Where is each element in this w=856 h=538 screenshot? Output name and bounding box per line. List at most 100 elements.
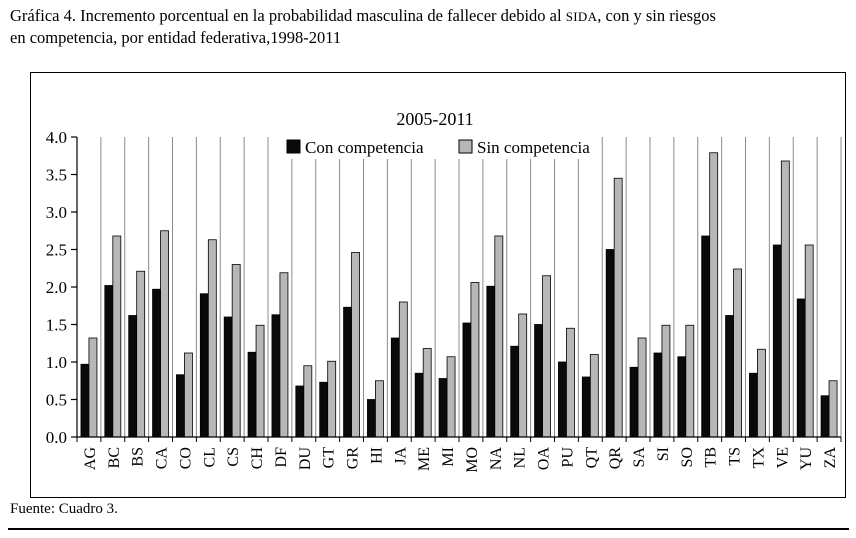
- bar-ME-con: [414, 372, 424, 438]
- bar-MO-sin: [470, 282, 480, 438]
- bar-SA-sin: [637, 337, 647, 438]
- bar-TB-sin: [709, 152, 719, 438]
- x-category-label: MI: [440, 447, 457, 467]
- x-category-label: OA: [536, 447, 553, 471]
- bar-BS-sin: [136, 270, 146, 438]
- bar-TS-con: [725, 315, 734, 438]
- x-category-label: DF: [273, 447, 290, 468]
- bar-JA-con: [390, 337, 400, 438]
- bar-CH-con: [247, 351, 257, 438]
- y-tick-label: 4.0: [46, 128, 67, 147]
- legend-label-0: Con competencia: [305, 138, 424, 157]
- bar-CA-sin: [160, 230, 169, 438]
- x-category-label: SI: [655, 447, 672, 461]
- x-category-label: DU: [297, 447, 314, 471]
- x-category-label: TX: [750, 447, 767, 469]
- bar-OA-sin: [542, 275, 551, 438]
- chart-title: 2005-2011: [396, 109, 473, 129]
- source-note: Fuente: Cuadro 3.: [10, 501, 118, 517]
- bar-CS-con: [223, 316, 233, 438]
- bar-TX-con: [749, 372, 758, 438]
- x-category-label: JA: [392, 447, 409, 465]
- bar-QT-sin: [589, 354, 599, 438]
- bar-ZA-sin: [828, 380, 838, 438]
- bar-TS-sin: [733, 268, 742, 438]
- bar-QR-con: [605, 249, 615, 438]
- x-category-label: CO: [177, 447, 194, 469]
- bar-QT-con: [581, 376, 591, 438]
- bar-OA-con: [534, 324, 543, 438]
- legend-swatch-0: [286, 139, 301, 154]
- x-category-label: TS: [727, 447, 744, 466]
- x-category-label: ME: [416, 447, 433, 471]
- bar-MI-sin: [446, 356, 456, 438]
- y-tick-label: 0.0: [46, 428, 67, 447]
- x-category-label: CH: [249, 447, 266, 470]
- x-category-label: YU: [798, 447, 815, 471]
- x-category-label: GT: [321, 447, 338, 469]
- figure-caption-line2: en competencia, por entidad federativa,1…: [10, 28, 342, 47]
- bar-SI-sin: [661, 324, 671, 438]
- x-category-label: NA: [488, 447, 505, 471]
- legend-background: [277, 134, 597, 159]
- bar-GR-con: [343, 306, 352, 438]
- x-category-label: QT: [583, 447, 600, 469]
- x-category-label: BC: [106, 447, 123, 468]
- bar-QR-sin: [613, 177, 623, 438]
- caption-text-post: , con y sin riesgos: [597, 6, 716, 25]
- bar-ME-sin: [422, 348, 432, 438]
- y-tick-label: 3.0: [46, 203, 67, 222]
- bar-YU-sin: [804, 244, 814, 438]
- bar-HI-con: [367, 399, 376, 438]
- bar-DU-sin: [303, 365, 313, 438]
- bar-NL-sin: [518, 313, 528, 438]
- y-tick-label: 1.5: [46, 316, 67, 335]
- legend-label-1: Sin competencia: [477, 138, 590, 157]
- bar-JA-sin: [398, 301, 408, 438]
- bar-AG-con: [80, 363, 90, 438]
- bar-VE-con: [772, 244, 782, 438]
- y-tick-label: 0.5: [46, 391, 67, 410]
- bar-YU-con: [796, 298, 806, 438]
- bar-MI-con: [438, 378, 448, 438]
- bar-CH-sin: [255, 324, 265, 438]
- x-category-label: BS: [130, 447, 147, 467]
- bar-MO-con: [462, 322, 472, 438]
- x-category-label: CA: [154, 447, 171, 470]
- figure-caption-line1: Gráfica 4. Incremento porcentual en la p…: [10, 5, 716, 27]
- y-tick-label: 2.5: [46, 241, 67, 260]
- bar-VE-sin: [780, 160, 790, 438]
- bar-BC-con: [104, 285, 114, 438]
- y-tick-label: 1.0: [46, 353, 67, 372]
- bar-HI-sin: [375, 380, 384, 438]
- chart-frame: 2005-2011 Con competencia Sin competencia 0…: [30, 72, 846, 498]
- y-tick-label: 2.0: [46, 278, 67, 297]
- x-category-label: SO: [679, 447, 696, 467]
- bar-CL-sin: [207, 239, 217, 438]
- bar-GR-sin: [351, 252, 360, 438]
- bar-CO-con: [176, 374, 185, 438]
- caption-text-pre: Gráfica 4. Incremento porcentual en la p…: [10, 6, 566, 25]
- bar-chart: 2005-2011 Con competencia Sin competencia 0…: [46, 109, 842, 473]
- figure-caption: Gráfica 4. Incremento porcentual en la p…: [10, 5, 716, 48]
- bar-TX-sin: [757, 348, 766, 438]
- caption-acronym-sida: SIDA: [565, 9, 598, 24]
- x-category-label: AG: [82, 447, 99, 471]
- x-category-label: VE: [774, 447, 791, 468]
- bar-NA-sin: [494, 235, 504, 438]
- bar-CO-sin: [184, 352, 193, 438]
- bar-BS-con: [128, 315, 138, 438]
- bar-CS-sin: [231, 264, 241, 438]
- bar-NL-con: [510, 345, 520, 438]
- x-category-label: CS: [225, 447, 242, 467]
- bar-DU-con: [295, 385, 305, 438]
- x-category-label: TB: [703, 447, 720, 467]
- bar-DF-sin: [279, 272, 289, 438]
- bar-BC-sin: [112, 235, 122, 438]
- bar-DF-con: [271, 314, 281, 438]
- x-category-label: MO: [464, 447, 481, 473]
- bar-SO-con: [677, 356, 687, 438]
- x-category-label: PU: [559, 447, 576, 468]
- bar-SO-sin: [685, 324, 695, 438]
